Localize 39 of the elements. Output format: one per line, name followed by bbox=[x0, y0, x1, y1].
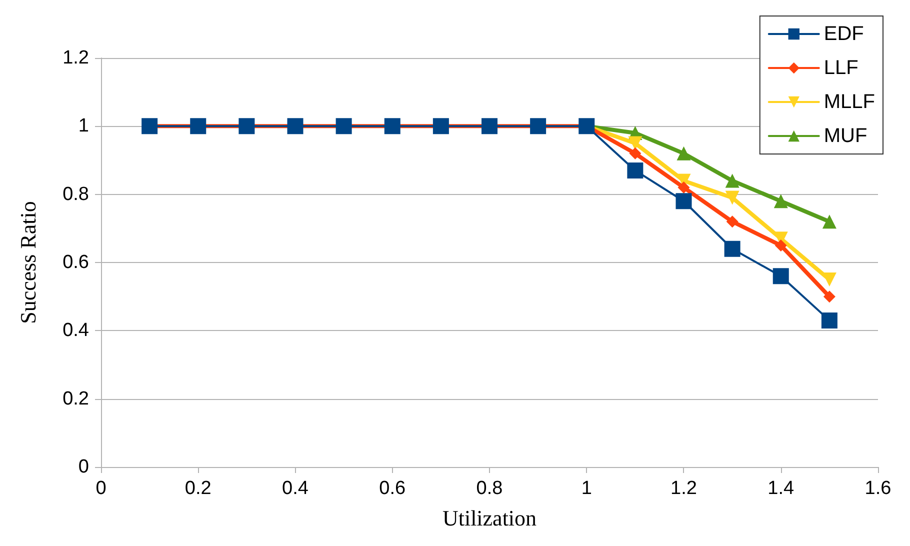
y-axis-title: Success Ratio bbox=[16, 201, 40, 324]
point bbox=[725, 174, 740, 188]
point bbox=[724, 240, 740, 257]
point bbox=[629, 147, 642, 160]
point bbox=[676, 193, 692, 210]
legend-label: EDF bbox=[824, 23, 864, 45]
x-tick-label: 0.4 bbox=[282, 478, 309, 499]
legend-label: LLF bbox=[824, 57, 858, 79]
point bbox=[725, 190, 740, 205]
x-tick-label: 0.6 bbox=[379, 478, 406, 499]
legend-label: MLLF bbox=[824, 91, 875, 113]
y-tick-label: 0 bbox=[78, 456, 89, 478]
y-tick-label: 1 bbox=[78, 116, 89, 137]
point bbox=[628, 136, 642, 150]
point bbox=[821, 312, 838, 328]
point bbox=[676, 146, 691, 160]
x-tick-label: 0 bbox=[96, 478, 106, 499]
y-tick-label: 0.4 bbox=[62, 320, 90, 342]
point bbox=[627, 162, 644, 178]
point bbox=[822, 214, 836, 229]
point bbox=[678, 182, 690, 194]
x-tick-label: 1.4 bbox=[768, 478, 795, 499]
x-axis-title: Utilization bbox=[442, 506, 537, 530]
point bbox=[774, 194, 788, 208]
x-tick-label: 1 bbox=[581, 478, 592, 499]
point bbox=[726, 216, 738, 228]
y-tick-label: 0.6 bbox=[62, 252, 89, 273]
point bbox=[823, 290, 836, 303]
point bbox=[774, 239, 787, 252]
x-tick-label: 0.2 bbox=[184, 478, 212, 499]
y-tick-label: 0.8 bbox=[62, 184, 89, 205]
x-tick-label: 0.8 bbox=[476, 478, 503, 499]
y-tick-label: 1.2 bbox=[62, 48, 89, 68]
y-tick-label: 0.2 bbox=[62, 388, 89, 410]
legend-label: MUF bbox=[824, 125, 868, 147]
point bbox=[772, 268, 789, 284]
x-tick-label: 1.2 bbox=[670, 478, 697, 499]
point bbox=[822, 272, 836, 287]
x-tick-label: 1.6 bbox=[864, 478, 892, 499]
